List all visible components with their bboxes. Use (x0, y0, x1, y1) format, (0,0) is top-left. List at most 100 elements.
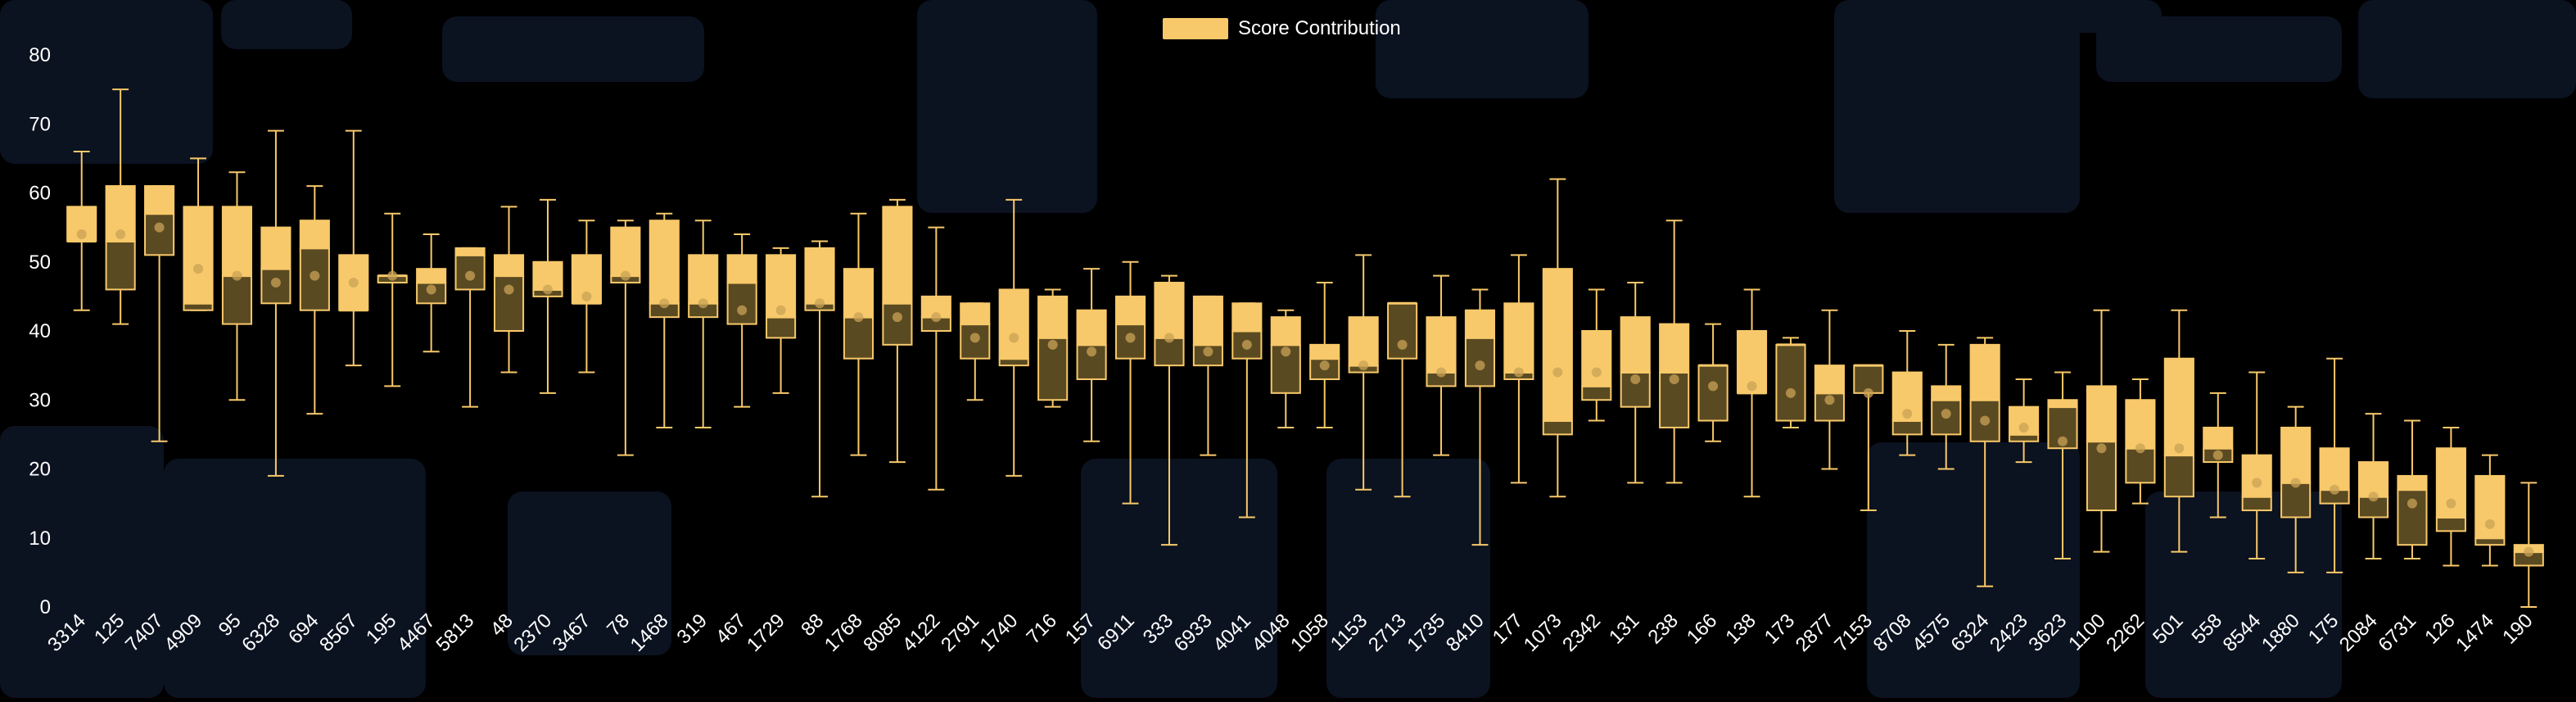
box-5813[interactable] (454, 247, 486, 408)
box-1100[interactable] (2086, 309, 2117, 553)
x-tick-label: 1058 (1286, 609, 1333, 656)
box-upper (2163, 357, 2194, 456)
box-1735[interactable] (1426, 274, 1457, 456)
box-upper (2125, 399, 2156, 450)
box-6933[interactable] (1192, 295, 1223, 456)
box-4048[interactable] (1270, 309, 1301, 428)
x-tick-label: 8085 (859, 609, 906, 656)
box-lower (144, 212, 175, 256)
box-4041[interactable] (1232, 302, 1263, 519)
box-1474[interactable] (2474, 454, 2506, 567)
box-upper (804, 247, 835, 305)
box-319[interactable] (688, 220, 719, 428)
box-4122[interactable] (920, 226, 951, 491)
box-8544[interactable] (2241, 371, 2272, 560)
box-2713[interactable] (1387, 301, 1418, 498)
box-694[interactable] (299, 185, 330, 415)
box-88[interactable] (804, 240, 835, 498)
box-upper (960, 302, 991, 325)
box-126[interactable] (2435, 426, 2466, 567)
mean-marker (193, 264, 204, 274)
box-173[interactable] (1775, 337, 1806, 428)
box-6911[interactable] (1114, 260, 1146, 505)
box-2877[interactable] (1814, 309, 1845, 470)
mean-marker (1125, 333, 1136, 343)
box-6328[interactable] (260, 129, 291, 477)
mean-marker (2174, 443, 2185, 454)
box-1153[interactable] (1348, 254, 1379, 491)
box-2342[interactable] (1581, 288, 1612, 422)
box-upper (2086, 385, 2117, 442)
box-501[interactable] (2163, 309, 2194, 553)
box-lower (1542, 419, 1573, 436)
box-6731[interactable] (2397, 419, 2428, 560)
box-4467[interactable] (416, 233, 447, 353)
box-2262[interactable] (2125, 378, 2156, 505)
box-4909[interactable] (183, 157, 214, 311)
y-tick-label: 30 (29, 389, 51, 411)
box-716[interactable] (1037, 288, 1069, 408)
box-1740[interactable] (998, 198, 1029, 477)
box-2084[interactable] (2357, 413, 2389, 560)
box-8085[interactable] (882, 198, 913, 464)
box-1729[interactable] (766, 247, 797, 394)
x-tick-label: 88 (797, 609, 828, 641)
box-6324[interactable] (1969, 337, 2000, 587)
box-157[interactable] (1076, 268, 1107, 442)
box-upper (1503, 302, 1534, 374)
box-3314[interactable] (66, 150, 97, 311)
box-8708[interactable] (1891, 330, 1923, 456)
mean-marker (737, 305, 748, 315)
box-195[interactable] (377, 212, 408, 387)
box-238[interactable] (1659, 220, 1690, 484)
box-3623[interactable] (2047, 371, 2078, 560)
x-tick-label: 6731 (2374, 609, 2420, 656)
box-467[interactable] (726, 233, 757, 408)
box-177[interactable] (1503, 254, 1534, 484)
box-1880[interactable] (2280, 405, 2312, 573)
box-1073[interactable] (1542, 178, 1573, 498)
box-upper (1076, 309, 1107, 346)
box-333[interactable] (1154, 274, 1185, 546)
box-upper (882, 206, 913, 305)
box-upper (1891, 371, 1923, 422)
box-1058[interactable] (1309, 282, 1340, 428)
box-3467[interactable] (571, 220, 602, 374)
box-upper (649, 220, 680, 305)
mean-marker (2524, 546, 2534, 557)
box-7407[interactable] (144, 185, 175, 442)
box-1768[interactable] (843, 212, 874, 456)
box-131[interactable] (1620, 282, 1651, 484)
box-2791[interactable] (960, 302, 991, 401)
box-upper (1309, 343, 1340, 360)
box-95[interactable] (221, 171, 253, 401)
mean-marker (465, 270, 476, 281)
legend[interactable]: Score Contribution (1163, 17, 1401, 39)
box-166[interactable] (1697, 323, 1729, 442)
box-48[interactable] (493, 206, 525, 374)
box-8567[interactable] (338, 129, 369, 367)
box-2370[interactable] (532, 198, 563, 394)
box-125[interactable] (105, 88, 136, 325)
mean-marker (2252, 478, 2262, 488)
background-shape (221, 0, 352, 49)
y-tick-label: 60 (29, 183, 51, 205)
mean-marker (1164, 333, 1174, 343)
box-1468[interactable] (649, 212, 680, 428)
mean-marker (698, 298, 708, 309)
box-175[interactable] (2319, 357, 2350, 573)
box-4575[interactable] (1931, 343, 1962, 470)
mean-marker (1475, 360, 1485, 371)
mean-marker (969, 333, 980, 343)
box-upper (1232, 302, 1263, 332)
box-138[interactable] (1736, 288, 1768, 498)
mean-marker (892, 312, 902, 323)
mean-marker (232, 270, 242, 281)
box-558[interactable] (2203, 392, 2234, 519)
box-2423[interactable] (2009, 378, 2040, 464)
box-8410[interactable] (1464, 288, 1496, 546)
box-190[interactable] (2513, 482, 2544, 608)
box-78[interactable] (610, 220, 641, 456)
box-7153[interactable] (1853, 364, 1884, 512)
